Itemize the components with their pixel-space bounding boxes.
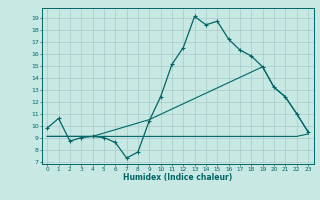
X-axis label: Humidex (Indice chaleur): Humidex (Indice chaleur)	[123, 173, 232, 182]
